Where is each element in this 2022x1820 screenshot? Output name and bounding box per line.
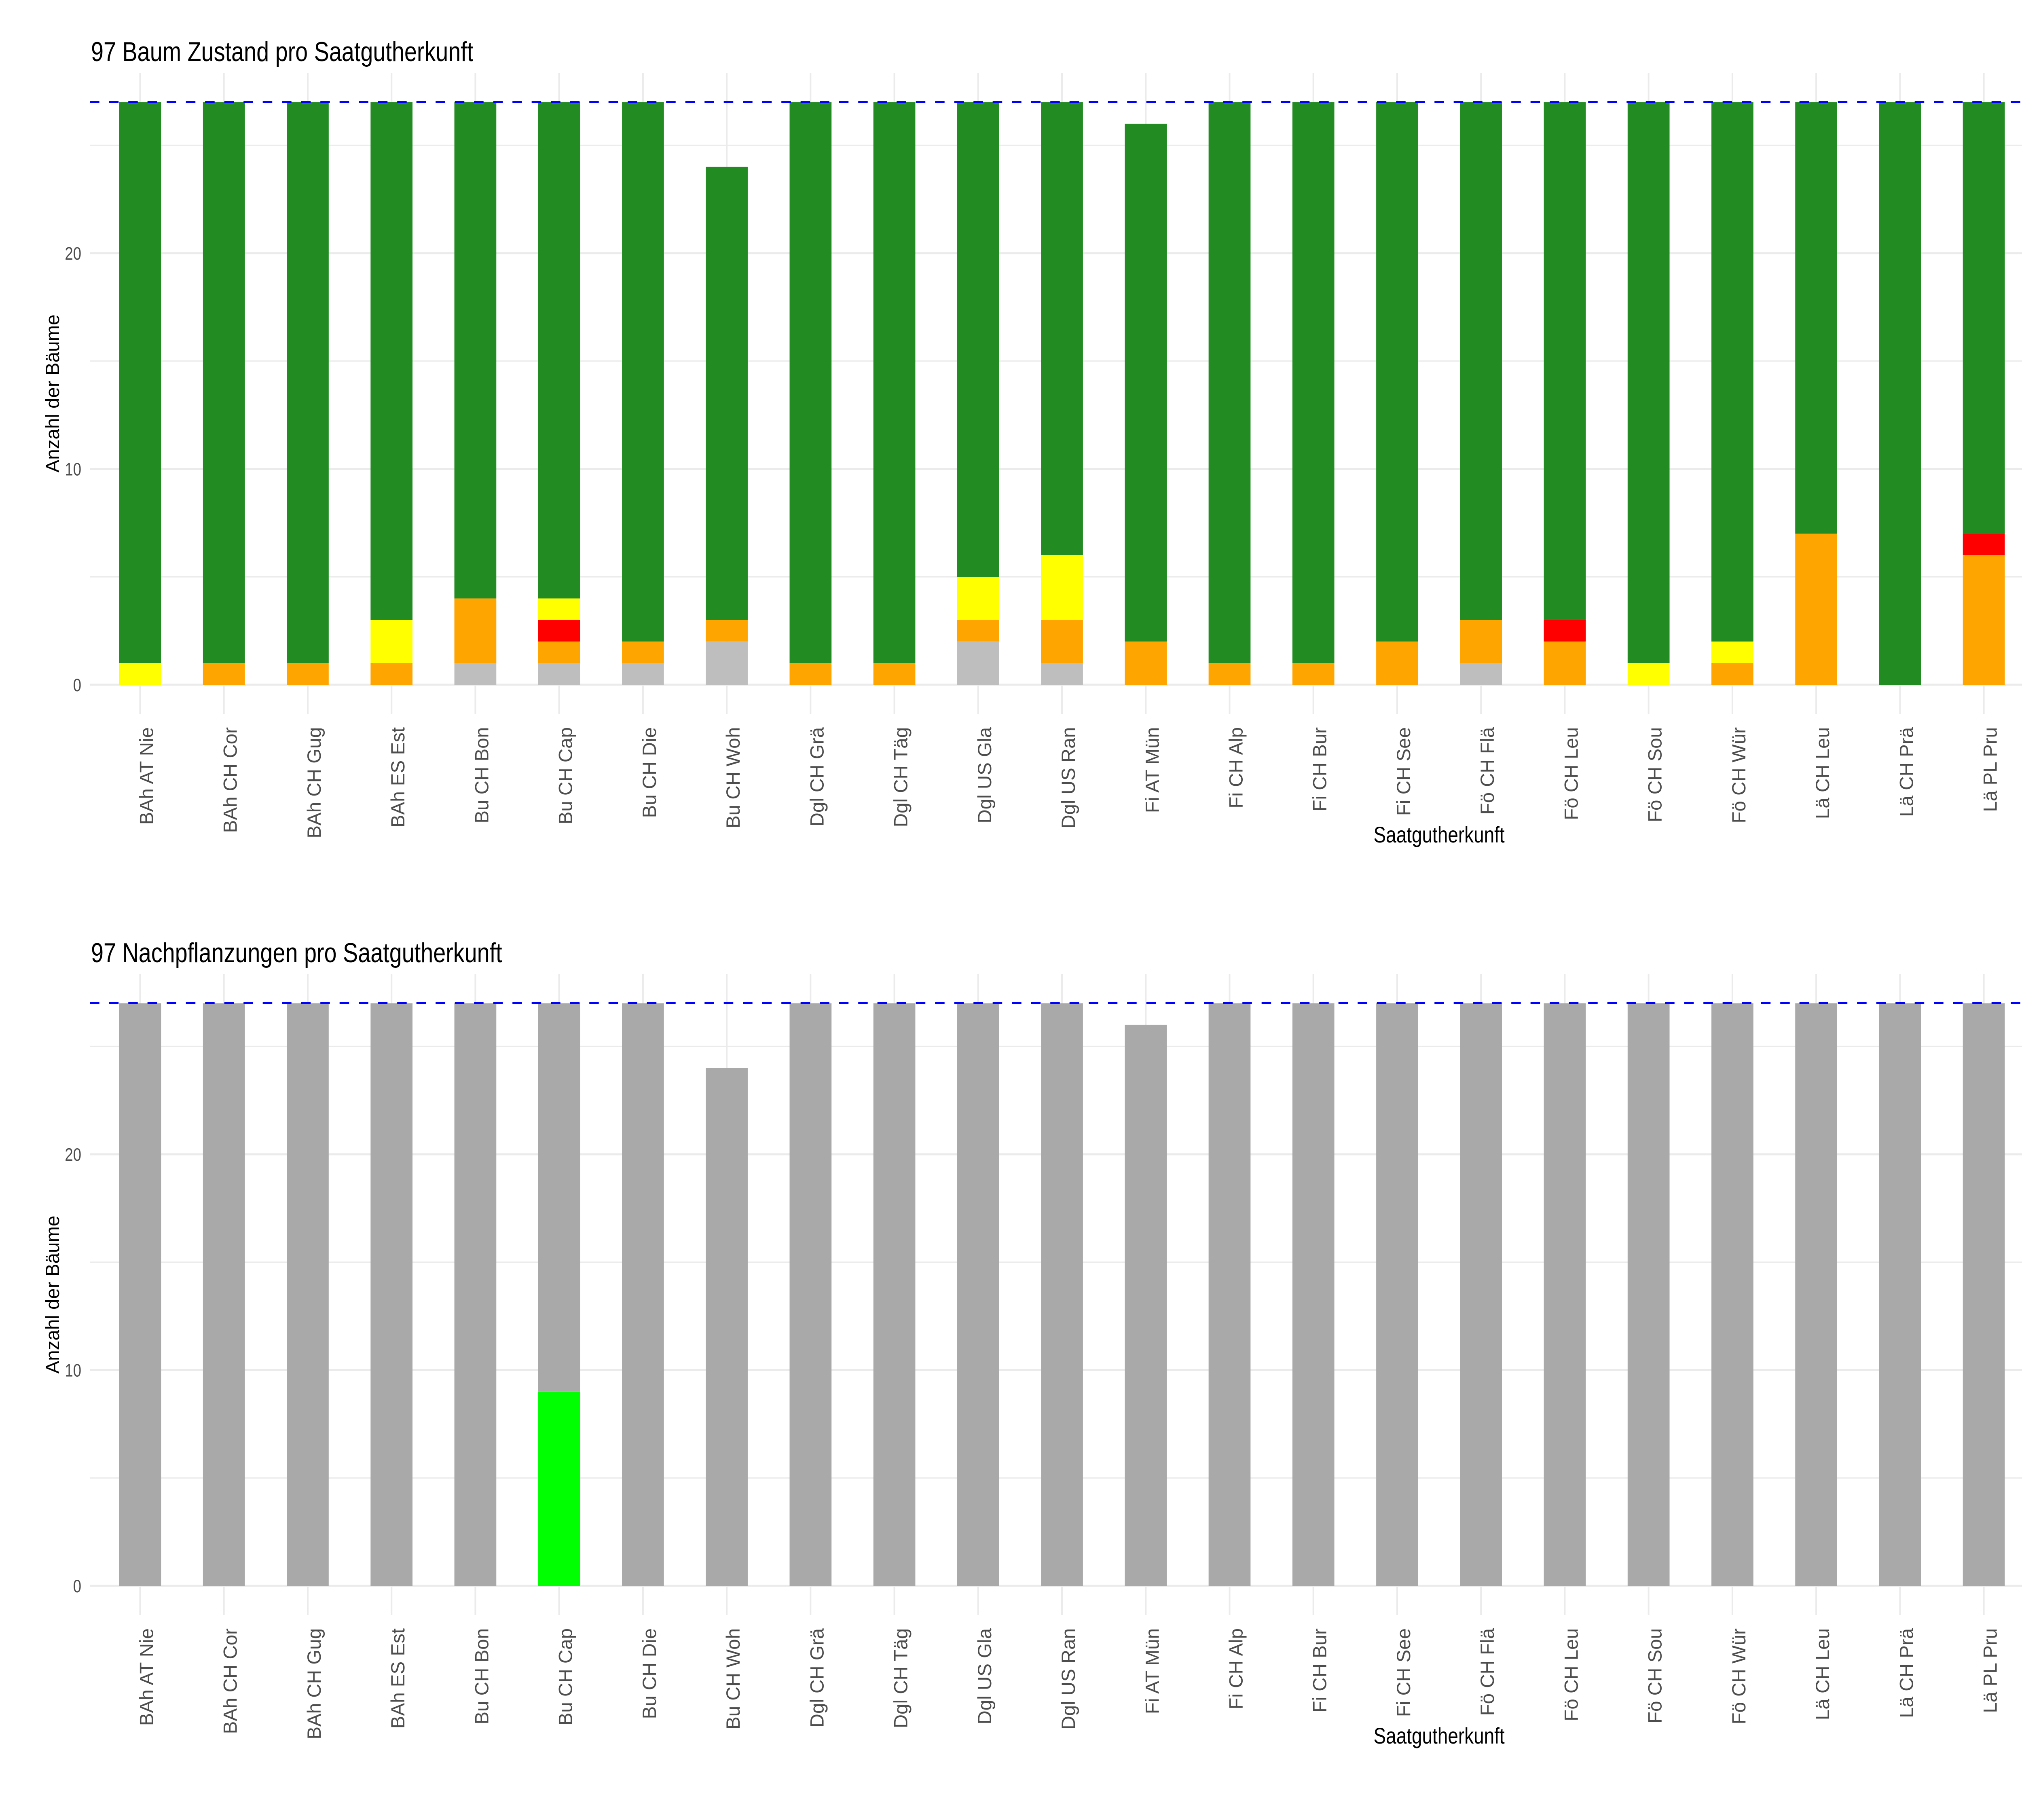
svg-text:Dgl US Gla: Dgl US Gla (974, 1628, 996, 1724)
svg-text:Lä PL Pru: Lä PL Pru (1980, 1628, 2001, 1713)
svg-text:20: 20 (65, 1145, 81, 1165)
svg-text:Fö CH Flä: Fö CH Flä (1477, 727, 1498, 815)
svg-text:97 Nachpflanzungen pro Saatgut: 97 Nachpflanzungen pro Saatgutherkunft (91, 938, 502, 968)
svg-text:Fö CH Sou: Fö CH Sou (1645, 727, 1666, 822)
svg-text:Bu CH Woh: Bu CH Woh (723, 1628, 744, 1729)
svg-text:Lä CH Leu: Lä CH Leu (1812, 727, 1834, 819)
svg-text:Dgl US Ran: Dgl US Ran (1058, 727, 1079, 829)
svg-text:Anzahl der Bäume: Anzahl der Bäume (42, 1216, 63, 1374)
svg-text:0: 0 (73, 1576, 81, 1596)
svg-text:Fi CH Alp: Fi CH Alp (1226, 727, 1247, 808)
svg-text:Bu CH Die: Bu CH Die (639, 1628, 660, 1719)
svg-text:BAh CH Gug: BAh CH Gug (304, 727, 325, 838)
svg-text:Fi CH Bur: Fi CH Bur (1309, 1628, 1331, 1713)
svg-text:Bu CH Die: Bu CH Die (639, 727, 660, 818)
svg-text:Fö CH Sou: Fö CH Sou (1645, 1628, 1666, 1723)
svg-text:10: 10 (65, 459, 81, 479)
svg-text:BAh ES Est: BAh ES Est (387, 1628, 409, 1729)
svg-text:Anzahl der Bäume: Anzahl der Bäume (42, 315, 63, 473)
svg-text:Fi AT Mün: Fi AT Mün (1142, 1628, 1163, 1714)
svg-text:Saatgutherkunft: Saatgutherkunft (1374, 1723, 1505, 1748)
svg-text:Fö CH Flä: Fö CH Flä (1477, 1628, 1498, 1716)
svg-text:BAh CH Cor: BAh CH Cor (220, 727, 241, 833)
svg-text:97 Baum Zustand pro Saatguther: 97 Baum Zustand pro Saatgutherkunft (91, 37, 473, 67)
svg-text:Fi CH Alp: Fi CH Alp (1226, 1628, 1247, 1710)
svg-text:Dgl US Gla: Dgl US Gla (974, 727, 996, 823)
svg-text:Fi AT Mün: Fi AT Mün (1142, 727, 1163, 813)
svg-text:0: 0 (73, 675, 81, 695)
svg-text:Fö CH Wür: Fö CH Wür (1728, 727, 1750, 823)
svg-text:Lä CH Leu: Lä CH Leu (1812, 1628, 1834, 1720)
svg-text:BAh AT Nie: BAh AT Nie (136, 1628, 158, 1726)
svg-text:Dgl CH Grä: Dgl CH Grä (806, 727, 828, 826)
svg-text:Bu CH Cap: Bu CH Cap (555, 727, 577, 824)
svg-text:BAh CH Gug: BAh CH Gug (304, 1628, 325, 1740)
svg-text:20: 20 (65, 243, 81, 264)
svg-text:Fö CH Leu: Fö CH Leu (1561, 1628, 1582, 1721)
svg-text:Fi CH See: Fi CH See (1393, 1628, 1415, 1717)
svg-text:Dgl CH Täg: Dgl CH Täg (890, 1628, 912, 1728)
svg-text:BAh AT Nie: BAh AT Nie (136, 727, 158, 825)
svg-text:Bu CH Woh: Bu CH Woh (723, 727, 744, 828)
svg-text:Lä CH Prä: Lä CH Prä (1896, 1628, 1917, 1718)
svg-text:Fö CH Leu: Fö CH Leu (1561, 727, 1582, 820)
svg-text:Dgl CH Grä: Dgl CH Grä (806, 1628, 828, 1727)
svg-text:Fi CH See: Fi CH See (1393, 727, 1415, 816)
svg-text:Dgl US Ran: Dgl US Ran (1058, 1628, 1079, 1730)
svg-text:BAh CH Cor: BAh CH Cor (220, 1628, 241, 1734)
svg-text:Bu CH Cap: Bu CH Cap (555, 1628, 577, 1725)
svg-text:Dgl CH Täg: Dgl CH Täg (890, 727, 912, 827)
svg-text:Lä PL Pru: Lä PL Pru (1980, 727, 2001, 812)
svg-text:Fö CH Wür: Fö CH Wür (1728, 1628, 1750, 1725)
svg-text:Fi CH Bur: Fi CH Bur (1309, 727, 1331, 812)
svg-text:10: 10 (65, 1360, 81, 1380)
svg-text:Bu CH Bon: Bu CH Bon (471, 727, 493, 823)
svg-text:Lä CH Prä: Lä CH Prä (1896, 727, 1917, 817)
svg-text:Bu CH Bon: Bu CH Bon (471, 1628, 493, 1725)
svg-text:Saatgutherkunft: Saatgutherkunft (1374, 822, 1505, 847)
svg-text:BAh ES Est: BAh ES Est (387, 727, 409, 827)
